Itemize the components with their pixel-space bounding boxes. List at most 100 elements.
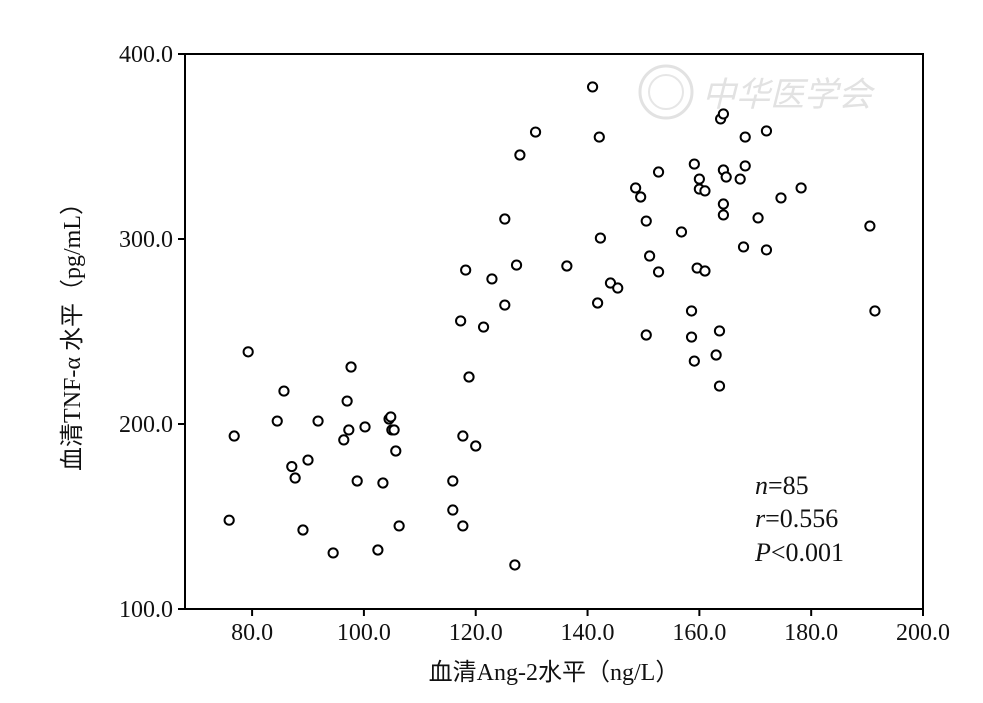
data-point [630,182,642,194]
data-point [470,440,482,452]
data-point [795,182,807,194]
data-point [640,329,652,341]
data-point [734,173,746,185]
x-tick-label: 160.0 [672,620,726,646]
p-annotation: P<0.001 [754,538,844,567]
data-point [377,477,389,489]
stats-annotation: n=85 r=0.556 P<0.001 [754,471,844,567]
x-tick-label: 140.0 [561,620,615,646]
data-point [713,380,726,392]
data-point [302,454,314,466]
data-point [486,273,498,285]
data-point [457,520,469,532]
data-point [739,131,751,143]
data-point [604,277,617,289]
data-point [693,173,705,185]
data-point [644,250,656,262]
y-tick-label: 300.0 [119,227,173,253]
data-point [699,265,711,277]
data-point [278,385,290,397]
x-axis-label: 血清Ang-2水平（ng/L） [429,659,680,686]
data-point [359,421,371,433]
data-point [447,475,459,487]
data-point [297,524,309,536]
data-point [720,171,732,183]
data-point [345,361,357,373]
n-annotation: n=85 [755,471,809,500]
y-tick-label: 100.0 [119,597,173,623]
data-point [390,445,402,457]
data-point [228,430,240,442]
data-point [685,331,698,343]
data-point [477,321,490,333]
y-axis-label: 血清TNF-α 水平（pg/mL） [59,191,86,471]
data-point [717,198,730,210]
data-point [869,305,881,317]
data-point [393,520,405,532]
data-point [510,259,523,271]
data-point [688,158,700,170]
data-point [688,355,700,367]
data-point [612,282,624,294]
data-point [593,131,605,143]
data-point [640,215,652,227]
data-point [594,232,607,244]
data-point [652,266,665,278]
data-point [864,220,876,232]
data-point [242,346,254,358]
data-point [286,460,298,473]
data-point [592,297,604,309]
x-tick-label: 200.0 [896,620,950,646]
data-point [760,125,773,137]
data-point [529,126,542,138]
watermark-seal-icon [638,64,694,120]
data-point [351,475,363,487]
data-point [455,315,467,327]
data-point [385,411,397,423]
x-tick-label: 120.0 [449,620,503,646]
plot-area-frame [184,53,924,610]
data-point [447,504,459,516]
data-point [327,547,339,559]
data-point [460,264,472,276]
data-point [561,260,573,272]
data-point [713,325,726,337]
data-point [509,559,521,571]
data-point [652,166,665,178]
data-point [586,81,599,93]
r-annotation: r=0.556 [755,504,838,533]
data-point [775,192,787,204]
data-point [710,349,722,361]
y-axis: 100.0 200.0 300.0 400.0 [119,42,185,623]
data-point [223,514,235,526]
data-point [499,213,511,225]
data-point [685,305,698,317]
data-point [675,226,688,238]
watermark: 中华医学会 [638,64,876,120]
watermark-seal-inner [648,74,684,110]
data-point [343,424,355,436]
x-tick-label: 80.0 [231,620,273,646]
data-point [717,209,730,221]
data-point [289,472,301,484]
data-point [737,241,750,253]
data-point [312,415,324,427]
data-point [463,371,475,383]
data-point [514,149,526,161]
data-point [341,395,353,407]
data-point [739,160,751,172]
x-tick-label: 100.0 [337,620,391,646]
data-point [338,434,350,446]
data-point [699,185,711,197]
watermark-text: 中华医学会 [702,77,876,114]
data-point [635,191,647,203]
y-tick-label: 200.0 [119,412,173,438]
x-tick-label: 180.0 [784,620,838,646]
x-axis: 80.0 100.0 120.0 140.0 160.0 180.0 200.0 [231,609,950,646]
data-point [372,544,384,556]
data-points [223,81,881,571]
data-point [457,430,469,442]
data-point [760,244,773,256]
data-point [271,415,283,427]
